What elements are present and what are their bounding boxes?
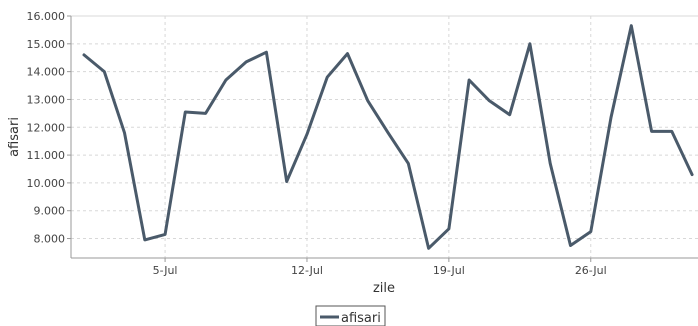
- y-tick-label: 16.000: [27, 10, 66, 23]
- data-point: [265, 51, 268, 53]
- data-point: [630, 24, 633, 27]
- data-point: [650, 130, 653, 133]
- data-point: [245, 61, 247, 63]
- data-point: [488, 100, 491, 102]
- y-tick-label: 11.000: [27, 149, 66, 162]
- data-point: [103, 70, 106, 73]
- y-tick-label: 9.000: [34, 205, 66, 218]
- data-point: [225, 79, 227, 81]
- y-axis-ticks: 8.000 9.000 10.000 11.000 12.000 13.000 14.000…: [27, 10, 71, 246]
- data-point: [164, 233, 166, 236]
- grid: [71, 15, 698, 258]
- y-tick-label: 8.000: [34, 233, 66, 246]
- data-point: [204, 112, 207, 115]
- data-point: [610, 116, 612, 119]
- y-tick-label: 15.000: [27, 38, 66, 51]
- y-axis-title: afisari: [7, 117, 22, 157]
- y-tick-label: 13.000: [27, 93, 66, 106]
- y-tick-label: 10.000: [27, 177, 66, 190]
- data-point: [589, 230, 592, 233]
- series-layer: [82, 24, 694, 250]
- data-point: [468, 79, 470, 81]
- data-point: [407, 162, 410, 165]
- data-point: [123, 132, 126, 134]
- data-point: [387, 132, 389, 134]
- data-point: [326, 76, 329, 78]
- legend-box: [315, 305, 386, 326]
- y-tick-label: 12.000: [27, 121, 66, 134]
- series-line-afisari: [82, 24, 694, 250]
- data-point: [366, 100, 369, 102]
- x-tick-label: 26-Jul: [575, 264, 607, 277]
- x-tick-label: 5-Jul: [153, 264, 178, 277]
- data-point: [346, 52, 349, 55]
- x-axis-title: zile: [373, 281, 395, 296]
- x-axis-ticks: 5-Jul 12-Jul 19-Jul 26-Jul: [153, 258, 607, 277]
- x-tick-label: 19-Jul: [433, 264, 465, 277]
- data-point: [508, 113, 511, 116]
- data-point: [184, 111, 187, 113]
- data-point: [671, 130, 673, 133]
- legend: afisari: [315, 305, 386, 326]
- data-point: [549, 162, 552, 165]
- data-point: [529, 43, 531, 45]
- data-point: [448, 227, 450, 230]
- data-point: [427, 247, 430, 250]
- y-tick-label: 14.000: [27, 66, 66, 79]
- legend-label: afisari: [341, 311, 381, 326]
- data-point: [144, 239, 146, 241]
- data-point: [83, 54, 85, 56]
- data-point: [306, 133, 308, 136]
- data-point: [691, 173, 693, 176]
- data-point: [569, 244, 572, 247]
- x-tick-label: 12-Jul: [291, 264, 323, 277]
- data-point: [285, 180, 288, 183]
